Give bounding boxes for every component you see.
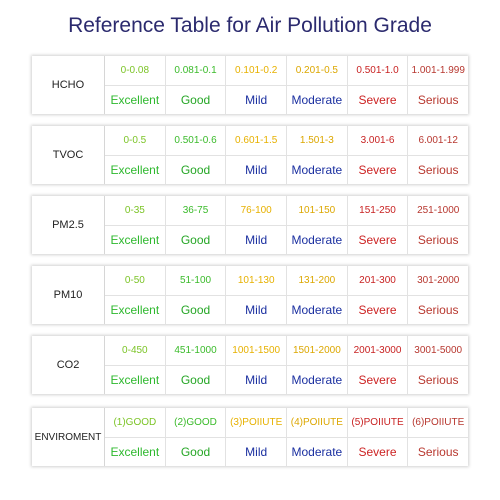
page-title: Reference Table for Air Pollution Grade [68, 14, 432, 37]
range-cell: 201-300 [346, 266, 408, 295]
pollutant-table-hcho: HCHO 0-0.08 0.081-0.1 0.101-0.2 0.201-0.… [32, 56, 468, 114]
grade-cell: Moderate [286, 225, 347, 254]
grade-cell: Serious [407, 365, 468, 394]
range-cell: 0.501-0.6 [164, 126, 226, 155]
range-cell: (1)GOOD [113, 416, 157, 428]
pollutant-label: PM10 [32, 266, 105, 324]
grade-cell: Excellent [110, 372, 160, 387]
range-cell: 0-35 [124, 204, 145, 216]
range-cell: 0-0.5 [123, 134, 147, 146]
range-cell: 0.501-1.0 [346, 56, 408, 85]
grade-cell: Moderate [286, 295, 347, 324]
range-cell: (3)POIIUTE [225, 408, 286, 437]
grade-cell: Mild [225, 295, 286, 324]
range-row: 0-50 51-100 101-130 131-200 201-300 301-… [105, 266, 468, 295]
range-cell: 1.501-3 [286, 126, 347, 155]
grade-cell: Severe [346, 155, 408, 184]
grade-row: Excellent Good Mild Moderate Severe Seri… [105, 364, 468, 394]
grade-cell: Severe [346, 437, 408, 466]
range-row: 0-0.5 0.501-0.6 0.601-1.5 1.501-3 3.001-… [105, 126, 468, 155]
range-cell: 3001-5000 [407, 336, 468, 365]
pollutant-label: CO2 [32, 336, 105, 394]
range-cell: 1501-2000 [286, 336, 347, 365]
range-cell: 0.081-0.1 [164, 56, 226, 85]
range-cell: 3.001-6 [346, 126, 408, 155]
grade-cell: Serious [407, 295, 468, 324]
pollutant-label: PM2.5 [32, 196, 105, 254]
range-cell: 1001-1500 [225, 336, 286, 365]
range-row: 0-450 451-1000 1001-1500 1501-2000 2001-… [105, 336, 468, 365]
range-cell: 1.001-1.999 [407, 56, 468, 85]
grade-cell: Severe [346, 85, 408, 114]
range-cell: 251-1000 [407, 196, 468, 225]
grade-cell: Good [164, 365, 226, 394]
pollutant-table-pm25: PM2.5 0-35 36-75 76-100 101-150 151-250 … [32, 196, 468, 254]
range-cell: 0-0.08 [120, 64, 150, 76]
pollutant-label: TVOC [32, 126, 105, 184]
grade-cell: Moderate [286, 155, 347, 184]
range-cell: 0.601-1.5 [225, 126, 286, 155]
range-cell: 2001-3000 [346, 336, 408, 365]
grade-cell: Good [164, 155, 226, 184]
range-row: (1)GOOD (2)GOOD (3)POIIUTE (4)POIIUTE (5… [105, 408, 468, 437]
range-cell: 0.101-0.2 [225, 56, 286, 85]
grade-cell: Good [164, 85, 226, 114]
range-cell: 76-100 [225, 196, 286, 225]
grade-row: Excellent Good Mild Moderate Severe Seri… [105, 154, 468, 184]
grade-cell: Mild [225, 225, 286, 254]
grade-row: Excellent Good Mild Moderate Severe Seri… [105, 84, 468, 114]
grade-cell: Moderate [286, 437, 347, 466]
grade-cell: Mild [225, 365, 286, 394]
grade-cell: Good [164, 225, 226, 254]
range-row: 0-35 36-75 76-100 101-150 151-250 251-10… [105, 196, 468, 225]
range-cell: 131-200 [286, 266, 347, 295]
pollutant-table-environment: ENVIROMENT (1)GOOD (2)GOOD (3)POIIUTE (4… [32, 408, 468, 466]
range-cell: 301-2000 [407, 266, 468, 295]
range-cell: 151-250 [346, 196, 408, 225]
grade-cell: Excellent [110, 92, 160, 107]
grade-cell: Mild [225, 437, 286, 466]
range-cell: (4)POIIUTE [286, 408, 347, 437]
range-cell: 0-50 [124, 274, 145, 286]
grade-cell: Mild [225, 85, 286, 114]
grade-cell: Severe [346, 225, 408, 254]
grade-cell: Excellent [110, 302, 160, 317]
range-cell: 0.201-0.5 [286, 56, 347, 85]
range-cell: 451-1000 [164, 336, 226, 365]
pollutant-label: ENVIROMENT [32, 408, 105, 466]
range-cell: 0-450 [122, 344, 148, 356]
grade-cell: Excellent [110, 232, 160, 247]
range-cell: 6.001-12 [407, 126, 468, 155]
range-cell: 101-150 [286, 196, 347, 225]
grade-cell: Mild [225, 155, 286, 184]
grade-row: Excellent Good Mild Moderate Severe Seri… [105, 436, 468, 466]
grade-cell: Excellent [110, 162, 160, 177]
grade-cell: Serious [407, 437, 468, 466]
pollutant-label: HCHO [32, 56, 105, 114]
grade-cell: Serious [407, 85, 468, 114]
grade-cell: Moderate [286, 85, 347, 114]
range-cell: 36-75 [164, 196, 226, 225]
pollutant-table-co2: CO2 0-450 451-1000 1001-1500 1501-2000 2… [32, 336, 468, 394]
grade-cell: Serious [407, 225, 468, 254]
grade-cell: Serious [407, 155, 468, 184]
pollutant-table-tvoc: TVOC 0-0.5 0.501-0.6 0.601-1.5 1.501-3 3… [32, 126, 468, 184]
range-cell: 101-130 [225, 266, 286, 295]
range-cell: (5)POIIUTE [346, 408, 408, 437]
grade-cell: Severe [346, 295, 408, 324]
range-cell: (2)GOOD [164, 408, 226, 437]
grade-cell: Excellent [110, 444, 160, 459]
range-cell: 51-100 [164, 266, 226, 295]
grade-cell: Severe [346, 365, 408, 394]
pollutant-table-pm10: PM10 0-50 51-100 101-130 131-200 201-300… [32, 266, 468, 324]
range-cell: (6)POIIUTE [407, 408, 468, 437]
grade-cell: Moderate [286, 365, 347, 394]
range-row: 0-0.08 0.081-0.1 0.101-0.2 0.201-0.5 0.5… [105, 56, 468, 85]
grade-cell: Good [164, 295, 226, 324]
grade-row: Excellent Good Mild Moderate Severe Seri… [105, 294, 468, 324]
grade-cell: Good [164, 437, 226, 466]
grade-row: Excellent Good Mild Moderate Severe Seri… [105, 224, 468, 254]
